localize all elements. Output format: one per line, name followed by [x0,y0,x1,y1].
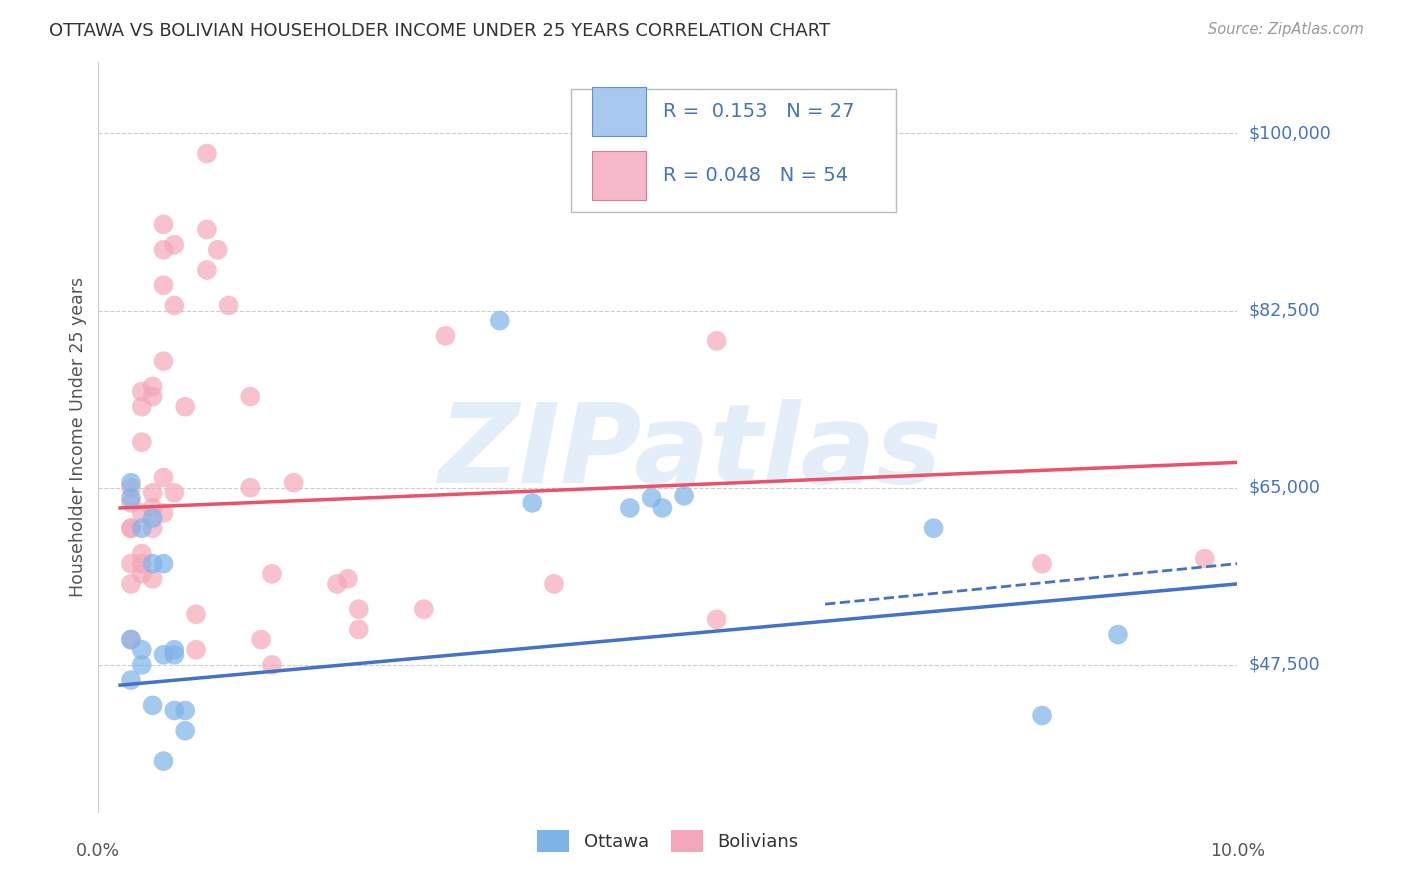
Point [163,298,186,312]
Point [142,500,165,515]
Point [120,577,142,591]
FancyBboxPatch shape [571,88,896,212]
Text: ZIPatlas: ZIPatlas [439,399,942,506]
Point [131,506,153,520]
Point [673,489,696,503]
Point [1107,627,1129,641]
Point [218,298,240,312]
Point [120,557,142,571]
Point [239,390,262,404]
Text: $65,000: $65,000 [1249,479,1320,497]
Point [195,222,218,236]
Point [152,243,174,257]
Point [152,218,174,232]
Point [142,390,165,404]
Point [120,496,142,510]
FancyBboxPatch shape [592,87,647,136]
Point [207,243,229,257]
Point [174,723,197,738]
Point [163,237,186,252]
Point [1194,551,1216,566]
Point [142,511,165,525]
Text: R = 0.048   N = 54: R = 0.048 N = 54 [664,166,848,185]
Point [412,602,434,616]
Point [260,657,283,672]
Point [152,557,174,571]
Text: R =  0.153   N = 27: R = 0.153 N = 27 [664,102,855,120]
Point [131,384,153,399]
Text: OTTAWA VS BOLIVIAN HOUSEHOLDER INCOME UNDER 25 YEARS CORRELATION CHART: OTTAWA VS BOLIVIAN HOUSEHOLDER INCOME UN… [49,22,831,40]
Point [336,572,359,586]
Point [522,496,544,510]
Point [120,475,142,490]
Text: 0.0%: 0.0% [76,842,121,860]
Point [260,566,283,581]
FancyBboxPatch shape [592,152,647,200]
Point [152,278,174,293]
Text: $82,500: $82,500 [1249,301,1320,319]
Point [131,435,153,450]
Point [163,485,186,500]
Point [174,703,197,717]
Point [250,632,273,647]
Point [706,612,728,626]
Point [152,506,174,520]
Text: $47,500: $47,500 [1249,656,1320,673]
Point [142,698,165,713]
Point [283,475,305,490]
Text: Source: ZipAtlas.com: Source: ZipAtlas.com [1208,22,1364,37]
Point [131,566,153,581]
Point [142,557,165,571]
Point [1031,708,1053,723]
Point [131,557,153,571]
Point [120,521,142,535]
Point [142,521,165,535]
Point [142,485,165,500]
Point [651,500,673,515]
Text: $100,000: $100,000 [1249,124,1331,143]
Point [152,648,174,662]
Point [195,146,218,161]
Point [120,673,142,687]
Point [152,754,174,768]
Point [543,577,565,591]
Point [131,657,153,672]
Point [131,642,153,657]
Point [619,500,641,515]
Point [120,632,142,647]
Point [195,263,218,277]
Point [131,547,153,561]
Point [706,334,728,348]
Point [142,572,165,586]
Point [488,313,510,327]
Point [347,602,370,616]
Point [434,328,457,343]
Point [640,491,662,505]
Y-axis label: Householder Income Under 25 years: Householder Income Under 25 years [69,277,87,597]
Point [152,354,174,368]
Point [326,577,349,591]
Point [131,400,153,414]
Point [131,521,153,535]
Point [163,648,186,662]
Point [174,400,197,414]
Point [120,632,142,647]
Point [347,623,370,637]
Point [120,481,142,495]
Point [184,607,207,622]
Text: 10.0%: 10.0% [1209,842,1265,860]
Point [120,491,142,505]
Point [163,642,186,657]
Point [239,481,262,495]
Point [120,521,142,535]
Legend: Ottawa, Bolivians: Ottawa, Bolivians [530,822,806,859]
Point [922,521,945,535]
Point [152,470,174,484]
Point [142,379,165,393]
Point [184,642,207,657]
Point [163,703,186,717]
Point [1031,557,1053,571]
